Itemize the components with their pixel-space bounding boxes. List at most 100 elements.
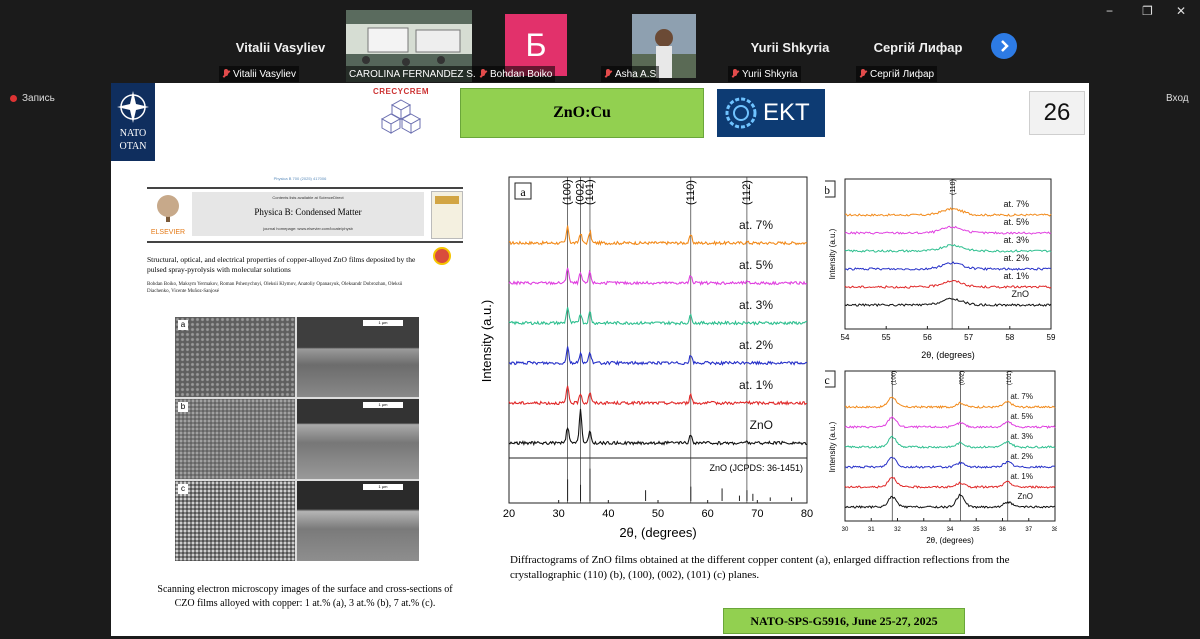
series-line	[845, 207, 1052, 217]
x-tick-label: 55	[882, 333, 891, 342]
chart-c-xlabel: 2θ, (degrees)	[926, 536, 974, 545]
participant-label: Сергій Лифар	[856, 66, 938, 82]
series-line	[508, 385, 807, 406]
x-tick-label: 30	[842, 527, 849, 533]
globe-icon	[725, 97, 757, 129]
next-participants-button[interactable]	[991, 33, 1017, 59]
chart-b-panel-letter-box	[825, 180, 836, 198]
x-tick-label: 38	[1052, 527, 1057, 533]
mic-muted-icon	[604, 69, 612, 79]
xrd-chart-a: a Intensity (a.u.) 2θ, (degrees) ZnO (JC…	[479, 176, 813, 540]
chart-a-panel-letter: a	[520, 185, 526, 199]
journal-homepage: journal homepage: www.elsevier.com/locat…	[263, 226, 353, 231]
peak-label: (110)	[685, 180, 697, 205]
series-line	[844, 493, 1056, 509]
nato-text: NATO OTAN	[119, 128, 147, 152]
sem-surface-image	[175, 399, 295, 479]
series-label: at. 5%	[739, 258, 773, 272]
participant-label-text: CAROLINA FERNANDEZ S...	[349, 68, 482, 80]
participant-tile[interactable]: Yurii Shkyria Yurii Shkyria	[728, 10, 852, 82]
series-line	[508, 307, 808, 326]
peak-label: (100)	[891, 371, 897, 385]
series-line	[844, 261, 1051, 271]
x-tick-label: 32	[894, 527, 901, 533]
tree-icon	[157, 195, 179, 222]
participant-label: Bohdan Boiko	[476, 66, 556, 82]
chevron-right-icon	[1001, 40, 1009, 52]
chart-a-ylabel: Intensity (a.u.)	[479, 300, 494, 382]
minimize-button[interactable]: −	[1106, 4, 1114, 18]
series-line	[844, 456, 1056, 469]
x-tick-label: 54	[841, 333, 850, 342]
slide-title: ZnO:Cu	[460, 88, 704, 138]
participant-tile[interactable]: Б Bohdan Boiko	[476, 10, 597, 82]
video-feed-icon	[632, 14, 696, 78]
journal-cover	[431, 191, 463, 239]
participant-tile[interactable]: CAROLINA FERNANDEZ S...	[346, 10, 485, 82]
participant-label-text: Asha A.S	[615, 68, 657, 80]
participant-tile[interactable]: Сергій Лифар Сергій Лифар	[856, 10, 980, 82]
journal-box: Contents lists available at ScienceDirec…	[192, 192, 424, 236]
sem-panel-label: b	[178, 402, 188, 412]
cover-band	[435, 196, 459, 204]
series-line	[844, 297, 1052, 308]
chart-a-reference-label: ZnO (JCPDS: 36-1451)	[709, 463, 803, 473]
journal-name: Physica B: Condensed Matter	[254, 207, 362, 217]
participant-label: CAROLINA FERNANDEZ S...	[346, 66, 485, 82]
ekt-text: EKT	[763, 99, 810, 126]
participant-tile[interactable]: Vitalii Vasyliev Vitalii Vasyliev	[219, 10, 342, 82]
chart-a-xlabel: 2θ, (degrees)	[619, 525, 696, 540]
series-label: at. 1%	[739, 378, 773, 392]
restore-button[interactable]: ❐	[1142, 4, 1153, 18]
xrd-chart-b: b Intensity (a.u.) 2θ, (degrees) 54 55 56 5…	[825, 178, 1056, 360]
sem-scale-bar: 1 µm	[363, 402, 403, 408]
slide-footer: NATO-SPS-G5916, June 25-27, 2025	[723, 608, 965, 634]
series-line	[508, 267, 808, 287]
participant-label-text: Vitalii Vasyliev	[233, 68, 296, 80]
peak-label: (101)	[584, 179, 596, 205]
series-label: at. 3%	[1010, 432, 1033, 441]
series-label: ZnO	[1017, 492, 1033, 501]
crossmark-icon	[433, 247, 451, 265]
sem-panel-label: a	[178, 320, 188, 330]
series-label: at. 3%	[1003, 235, 1029, 245]
sem-scale-bar: 1 µm	[363, 484, 403, 490]
peak-label: (112)	[741, 180, 753, 205]
shared-slide: NATO OTAN CRECYCREM ZnO:Cu EKT 26 Physic…	[111, 83, 1089, 636]
x-tick-label: 35	[973, 527, 980, 533]
chart-b-frame	[844, 178, 1052, 330]
sem-row-a: a 1 µm	[175, 317, 419, 397]
nato-compass-icon	[117, 91, 149, 123]
series-line	[844, 415, 1056, 429]
paper-authors: Bohdan Boiko, Maksym Yermakov, Roman Psh…	[147, 282, 403, 294]
peak-label: (002)	[575, 179, 587, 205]
x-tick-label: 70	[751, 508, 763, 520]
sem-cross-section-image	[297, 317, 419, 397]
publisher-label: ELSEVIER	[150, 229, 186, 236]
elsevier-logo: ELSEVIER	[149, 192, 187, 236]
participant-label: Yurii Shkyria	[728, 66, 801, 82]
chart-b-ylabel: Intensity (a.u.)	[828, 228, 837, 279]
mic-muted-icon	[479, 69, 487, 79]
x-tick-label: 31	[868, 527, 875, 533]
x-tick-label: 20	[503, 508, 515, 520]
chart-c-panel-letter-box	[825, 370, 836, 388]
series-label: at. 7%	[739, 218, 773, 232]
participant-tile[interactable]: Asha A.S	[601, 10, 724, 82]
x-tick-label: 36	[999, 527, 1006, 533]
series-label: at. 7%	[1010, 392, 1033, 401]
series-line	[844, 244, 1052, 253]
login-button[interactable]: Вход	[1166, 93, 1189, 104]
record-label: Запись	[22, 93, 55, 104]
series-label: at. 1%	[1010, 472, 1033, 481]
sem-caption: Scanning electron microscopy images of t…	[157, 584, 453, 609]
series-line	[508, 346, 808, 367]
xrd-chart-c: c Intensity (a.u.) 2θ, (degrees) 30 31 32 3…	[825, 370, 1057, 545]
x-tick-label: 40	[602, 508, 614, 520]
series-label: ZnO	[1011, 289, 1029, 299]
chart-a-panel-letter-box	[514, 182, 532, 200]
crecycrem-text: CRECYCREM	[372, 87, 430, 96]
sem-figure: a 1 µm b 1 µm c 1 µm	[175, 317, 419, 561]
close-button[interactable]: ✕	[1176, 4, 1187, 18]
x-tick-label: 33	[920, 527, 927, 533]
